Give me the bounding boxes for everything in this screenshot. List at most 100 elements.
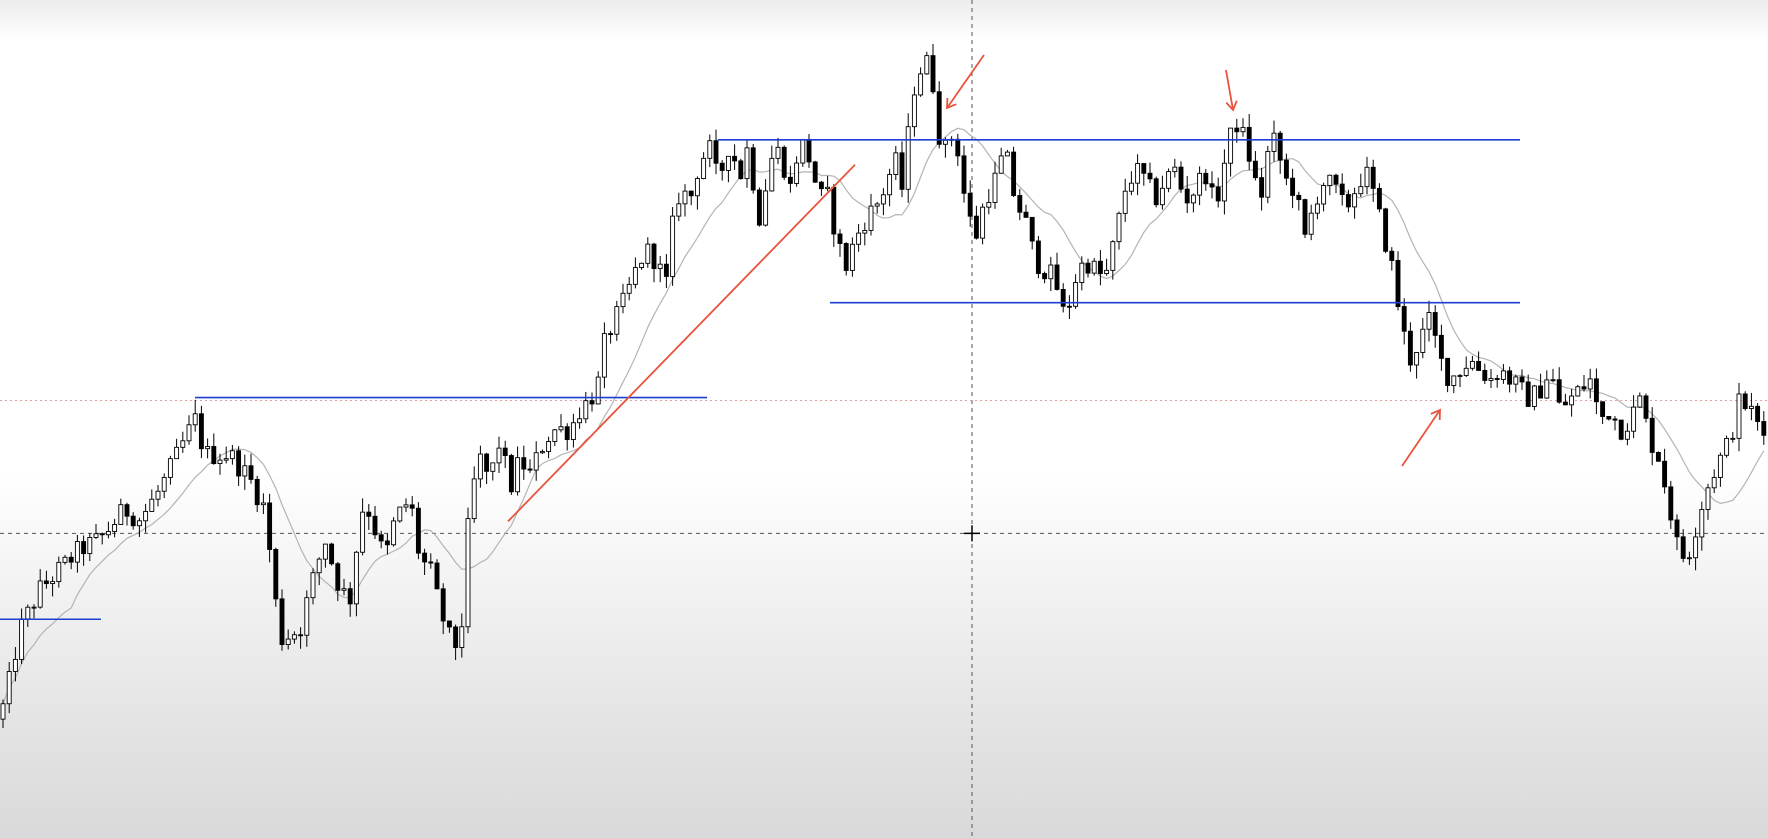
candle-body: [1655, 451, 1661, 462]
candle: [812, 160, 818, 183]
candle-body: [1395, 260, 1401, 307]
candle: [651, 242, 657, 283]
candle: [880, 188, 886, 216]
candle-body: [601, 333, 607, 378]
candle: [1221, 149, 1227, 215]
candle: [1600, 401, 1606, 424]
candle-body: [180, 440, 186, 448]
candle-body: [831, 186, 837, 235]
candle-body: [719, 162, 725, 171]
candle-body: [1699, 509, 1705, 538]
candle-body: [409, 504, 415, 509]
candle: [198, 405, 204, 459]
candle: [360, 498, 366, 556]
candle: [149, 489, 155, 512]
candle: [707, 134, 713, 168]
candle: [719, 160, 725, 181]
candle-body: [1414, 352, 1420, 366]
candle-body: [1314, 203, 1320, 214]
candle: [775, 137, 781, 165]
candle: [87, 533, 93, 562]
candle: [1699, 501, 1705, 551]
candle-body: [118, 504, 124, 525]
candle: [1178, 161, 1184, 193]
candle-body: [1308, 212, 1314, 235]
candle-body: [508, 455, 514, 493]
candle: [1637, 392, 1643, 409]
candle: [862, 222, 868, 246]
candle: [756, 187, 762, 227]
candle: [242, 454, 248, 490]
candle: [1500, 364, 1506, 384]
candle: [676, 192, 682, 222]
candle: [124, 502, 130, 526]
candle-body: [304, 597, 310, 636]
candle-body: [50, 581, 56, 585]
candle-body: [1048, 264, 1054, 280]
candle: [601, 322, 607, 389]
candle: [1190, 193, 1196, 213]
candle-body: [192, 413, 198, 426]
candle: [130, 512, 136, 530]
candle-body: [310, 572, 316, 599]
candle-body: [124, 504, 130, 517]
candle-body: [446, 620, 452, 628]
arrow-peak-right-head: [1225, 100, 1238, 112]
candle-body: [1215, 186, 1221, 202]
candle-body: [1321, 185, 1327, 205]
candle-body: [471, 478, 477, 520]
candle: [1457, 373, 1463, 388]
candle: [434, 559, 440, 590]
candle-body: [161, 476, 167, 492]
candle: [1724, 435, 1730, 458]
candle: [415, 502, 421, 560]
candle-body: [899, 152, 905, 190]
candle: [1469, 355, 1475, 371]
candle: [25, 604, 31, 627]
candle: [980, 203, 986, 245]
candle: [1104, 258, 1110, 276]
candle: [322, 543, 328, 568]
candle-body: [1333, 174, 1339, 185]
candle: [186, 415, 192, 445]
candle: [577, 407, 583, 429]
candle-body: [1259, 177, 1265, 198]
candle-body: [1624, 430, 1630, 440]
candle-body: [347, 588, 353, 605]
candle: [608, 330, 614, 344]
candle: [1060, 283, 1066, 313]
candle-body: [1054, 264, 1060, 290]
candle: [589, 392, 595, 412]
candle: [1035, 236, 1041, 279]
candle: [849, 237, 855, 277]
candle-body: [81, 541, 87, 555]
candle: [1302, 198, 1308, 239]
candle: [397, 506, 403, 523]
candle-body: [775, 146, 781, 159]
candle-body: [1252, 160, 1258, 179]
candle-body: [998, 155, 1004, 174]
candle-body: [1705, 487, 1711, 510]
candle-body: [353, 551, 359, 605]
candle-body: [701, 157, 707, 180]
candle-body: [198, 413, 204, 450]
moving-average-line: [2, 127, 1765, 704]
candle: [1277, 130, 1283, 174]
candle: [533, 441, 539, 481]
candle-body: [428, 561, 434, 564]
candle: [626, 276, 632, 301]
candle: [1079, 256, 1085, 291]
candle-body: [1544, 379, 1550, 399]
candle-body: [1618, 419, 1624, 440]
candle-body: [806, 138, 812, 163]
candle: [1252, 151, 1258, 181]
candle-body: [1606, 416, 1612, 420]
candle: [422, 548, 428, 575]
arrow-retest-shaft: [1401, 409, 1441, 467]
candle-body: [1190, 194, 1196, 204]
candle: [639, 262, 645, 270]
candle: [1153, 176, 1159, 208]
candle: [911, 86, 917, 137]
